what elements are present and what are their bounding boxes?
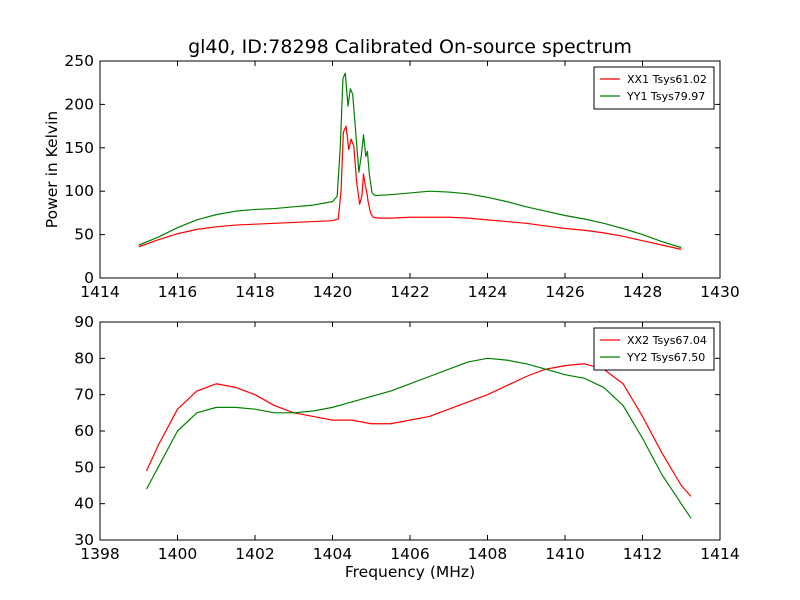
x-tick-label: 1412 (623, 545, 662, 563)
x-tick-label: 1406 (390, 545, 429, 563)
y-tick-label: 70 (74, 386, 94, 404)
y-tick-label: 150 (64, 139, 94, 157)
legend-entry: YY2 Tsys67.50 (626, 351, 705, 364)
legend-box (593, 327, 715, 371)
y-tick-label: 250 (64, 52, 94, 70)
legend: XX1 Tsys61.02 YY1 Tsys79.97 (593, 66, 715, 110)
legend-entry: YY1 Tsys79.97 (626, 90, 705, 103)
x-tick-label: 1416 (158, 283, 197, 301)
y-axis-label: Power in Kelvin (43, 111, 61, 228)
x-tick-label: 1414 (700, 545, 739, 563)
y-tick-label: 40 (74, 495, 94, 513)
x-tick-label: 1428 (623, 283, 662, 301)
x-tick-label: 1424 (468, 283, 507, 301)
y-tick-label: 200 (64, 95, 94, 113)
series-line-1-2 (138, 72, 682, 249)
chart-panels: 1414 1416 1418 1420 1422 1424 1426 1428 14300501… (43, 36, 740, 581)
y-tick-label: 100 (64, 182, 94, 200)
y-tick-label: 50 (74, 458, 94, 476)
y-tick-label: 30 (74, 531, 94, 549)
series-line-1-1 (138, 125, 682, 250)
y-tick-label: 80 (74, 349, 94, 367)
chart-title: gl40, ID:78298 Calibrated On-source spec… (188, 36, 632, 58)
y-tick-label: 0 (84, 269, 94, 287)
x-tick-label: 1400 (158, 545, 197, 563)
y-tick-label: 50 (74, 226, 94, 244)
legend-entry: XX2 Tsys67.04 (627, 334, 707, 347)
legend-box (593, 66, 715, 110)
series-line-2-1 (145, 363, 692, 497)
x-tick-label: 1418 (235, 283, 274, 301)
series-line-2-2 (145, 357, 692, 519)
x-tick-label: 1404 (313, 545, 352, 563)
x-tick-label: 1398 (80, 545, 119, 563)
x-tick-label: 1420 (313, 283, 352, 301)
x-tick-label: 1426 (545, 283, 584, 301)
x-tick-label: 1410 (545, 545, 584, 563)
chart-panel-2: 1398 1400 1402 1404 1406 1408 1410 1412 1414 30 40… (74, 313, 739, 581)
y-tick-label: 60 (74, 422, 94, 440)
x-tick-label: 1430 (700, 283, 739, 301)
x-tick-label: 1408 (468, 545, 507, 563)
legend: XX2 Tsys67.04 YY2 Tsys67.50 (593, 327, 715, 371)
legend-entry: XX1 Tsys61.02 (627, 73, 707, 86)
y-tick-label: 90 (74, 313, 94, 331)
x-tick-label: 1422 (390, 283, 429, 301)
x-tick-label: 1414 (80, 283, 119, 301)
chart-panel-1: 1414 1416 1418 1420 1422 1424 1426 1428 1430 0 50 1… (43, 36, 740, 301)
x-axis-label: Frequency (MHz) (345, 563, 475, 581)
x-tick-label: 1402 (235, 545, 274, 563)
